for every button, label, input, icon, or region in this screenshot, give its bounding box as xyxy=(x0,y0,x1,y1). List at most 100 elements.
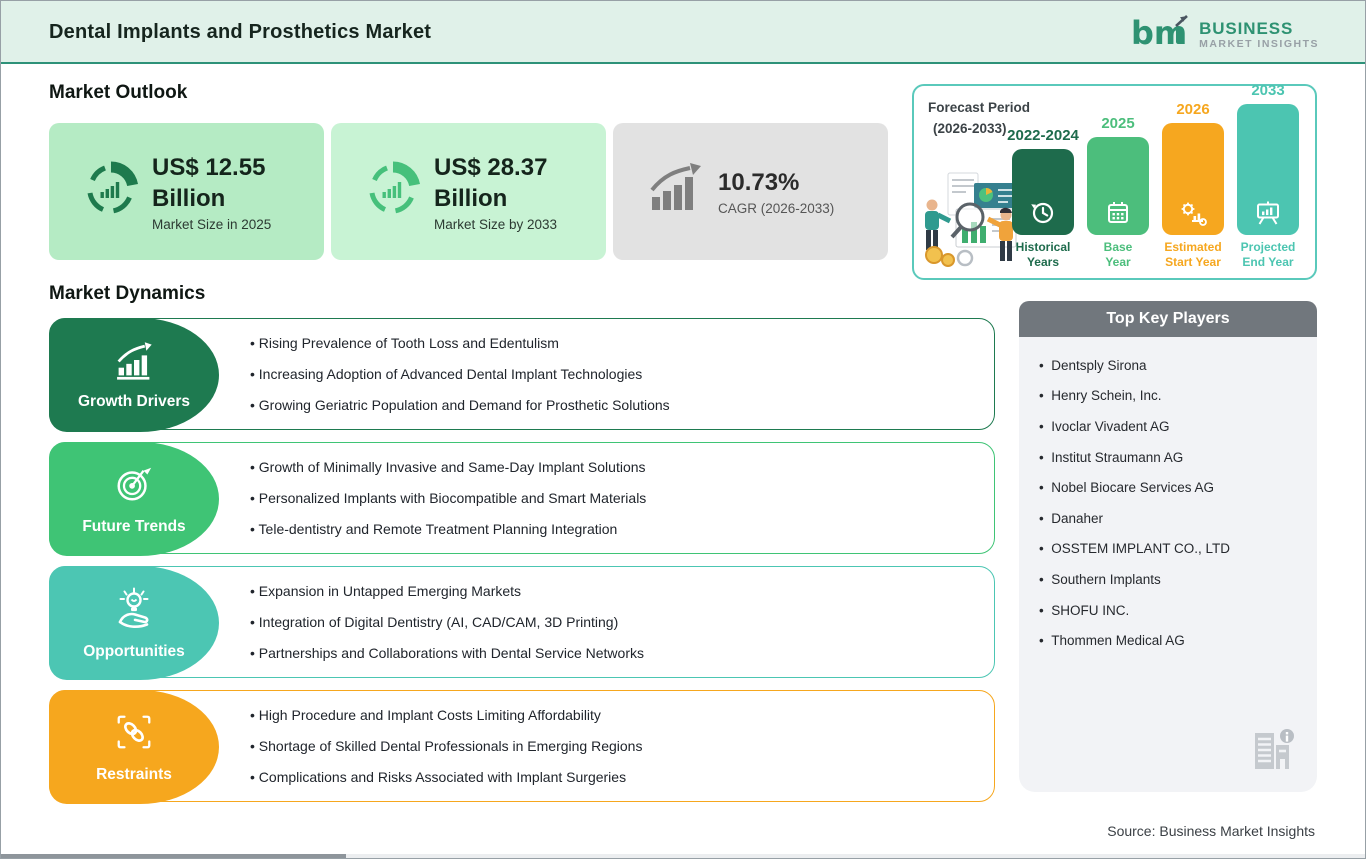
bullet-item: Growth of Minimally Invasive and Same-Da… xyxy=(250,459,646,475)
brand-line1: BUSINESS xyxy=(1199,18,1294,38)
forecast-col-historical: 2022-2024 Historical Years xyxy=(1007,127,1079,270)
stat-value-line2: Billion xyxy=(152,184,226,212)
bullet-item: Complications and Risks Associated with … xyxy=(250,769,642,785)
growth-drivers-label: Growth Drivers xyxy=(78,392,190,410)
key-player-item: Ivoclar Vivadent AG xyxy=(1039,411,1303,442)
forecast-bars: 2022-2024 Historical Years 2025 xyxy=(1007,82,1299,270)
growth-drivers-pill: Growth Drivers xyxy=(49,318,219,432)
analysts-illustration-icon xyxy=(918,167,1030,274)
calendar-icon xyxy=(1108,202,1128,223)
forecast-period-title: Forecast Period (2026-2033) xyxy=(928,98,1030,140)
stat-cards: US$ 12.55 Billion Market Size in 2025 xyxy=(49,123,888,260)
top-key-players-heading: Top Key Players xyxy=(1019,301,1317,337)
forecast-bar-base xyxy=(1087,137,1149,235)
growth-arrow-icon xyxy=(113,340,155,385)
forecast-period-panel: Forecast Period (2026-2033) xyxy=(912,82,1317,280)
forecast-year: 2033 xyxy=(1251,82,1285,99)
opportunities-row: Opportunities Expansion in Untapped Emer… xyxy=(49,566,995,680)
bullet-item: Tele-dentistry and Remote Treatment Plan… xyxy=(250,521,646,537)
stat-card-market-size-2025: US$ 12.55 Billion Market Size in 2025 xyxy=(49,123,324,260)
top-key-players-body: Dentsply Sirona Henry Schein, Inc. Ivocl… xyxy=(1019,337,1317,792)
top-key-players-panel: Top Key Players Dentsply Sirona Henry Sc… xyxy=(1019,301,1317,792)
growth-drivers-bullets: Rising Prevalence of Tooth Loss and Eden… xyxy=(250,335,670,413)
growth-drivers-row: Growth Drivers Rising Prevalence of Toot… xyxy=(49,318,995,432)
key-player-item: Henry Schein, Inc. xyxy=(1039,381,1303,412)
restraints-label: Restraints xyxy=(96,765,172,783)
forecast-year: 2026 xyxy=(1176,101,1210,118)
future-trends-pill: Future Trends xyxy=(49,442,219,556)
future-trends-bullets: Growth of Minimally Invasive and Same-Da… xyxy=(250,459,647,537)
estimate-chart-icon xyxy=(1181,202,1207,226)
forecast-bar-estimated xyxy=(1162,123,1224,235)
chain-link-icon xyxy=(113,711,155,758)
market-dynamics-rows: Growth Drivers Rising Prevalence of Toot… xyxy=(49,318,995,814)
presentation-icon xyxy=(1257,201,1279,225)
bullet-item: High Procedure and Implant Costs Limitin… xyxy=(250,707,642,723)
stat-value-line1: US$ 12.55 xyxy=(152,153,266,181)
scrollbar-thumb[interactable] xyxy=(1,854,346,858)
bmi-logo-icon: bm xyxy=(1130,11,1192,58)
stat-card-text: US$ 12.55 Billion Market Size in 2025 xyxy=(152,152,271,232)
idea-hand-icon xyxy=(112,586,156,635)
key-player-item: Southern Implants xyxy=(1039,564,1303,595)
forecast-col-projected: 2033 Projected End Ye xyxy=(1237,82,1299,270)
key-player-item: SHOFU INC. xyxy=(1039,595,1303,626)
key-player-item: Nobel Biocare Services AG xyxy=(1039,472,1303,503)
key-player-item: OSSTEM IMPLANT CO., LTD xyxy=(1039,534,1303,565)
stat-value-line2: Billion xyxy=(434,184,508,212)
market-outlook-heading: Market Outlook xyxy=(49,82,188,103)
bullet-item: Partnerships and Collaborations with Den… xyxy=(250,645,644,661)
future-trends-row: Future Trends Growth of Minimally Invasi… xyxy=(49,442,995,556)
bullet-item: Integration of Digital Dentistry (AI, CA… xyxy=(250,614,644,630)
bullet-item: Shortage of Skilled Dental Professionals… xyxy=(250,738,643,754)
page-title: Dental Implants and Prosthetics Market xyxy=(49,21,432,43)
forecast-bar-projected xyxy=(1237,104,1299,235)
forecast-year: 2022-2024 xyxy=(1007,127,1079,144)
donut-chart-icon xyxy=(365,161,421,222)
forecast-col-base: 2025 Base Year xyxy=(1087,115,1149,270)
restraints-row: Restraints High Procedure and Implant Co… xyxy=(49,690,995,804)
horizontal-scrollbar[interactable] xyxy=(1,854,1365,858)
forecast-bar-label: Estimated Start Year xyxy=(1164,240,1222,269)
market-dynamics-heading: Market Dynamics xyxy=(49,283,206,304)
stat-card-text: US$ 28.37 Billion Market Size by 2033 xyxy=(434,152,557,232)
restraints-bullets: High Procedure and Implant Costs Limitin… xyxy=(250,707,643,785)
bullet-item: Growing Geriatric Population and Demand … xyxy=(250,397,670,413)
forecast-bar-label: Base Year xyxy=(1103,240,1133,269)
bullet-item: Increasing Adoption of Advanced Dental I… xyxy=(250,366,670,382)
header-bar: Dental Implants and Prosthetics Market b… xyxy=(1,1,1365,64)
stat-caption: CAGR (2026-2033) xyxy=(718,201,835,216)
donut-chart-icon xyxy=(83,161,139,222)
growth-arrow-icon xyxy=(647,163,705,220)
key-player-item: Danaher xyxy=(1039,503,1303,534)
stat-value-line1: US$ 28.37 xyxy=(434,153,548,181)
bullet-item: Expansion in Untapped Emerging Markets xyxy=(250,583,644,599)
opportunities-bullets: Expansion in Untapped Emerging Markets I… xyxy=(250,583,644,661)
company-building-icon xyxy=(1249,723,1297,778)
forecast-title-line2: (2026-2033) xyxy=(933,120,1007,136)
history-clock-icon xyxy=(1031,202,1054,224)
stat-caption: Market Size by 2033 xyxy=(434,216,558,232)
brand-logo: bm BUSINESS MARKET INSIGHTS xyxy=(1130,11,1319,58)
brand-line2: MARKET INSIGHTS xyxy=(1199,38,1319,51)
stat-value: 10.73% xyxy=(718,169,800,196)
target-icon xyxy=(113,463,155,510)
forecast-col-estimated: 2026 Estimated Start Year xyxy=(1162,101,1224,270)
key-player-item: Thommen Medical AG xyxy=(1039,625,1303,656)
forecast-bar-label: Historical Years xyxy=(1015,240,1071,269)
source-attribution: Source: Business Market Insights xyxy=(1107,823,1315,839)
stat-card-text: 10.73% CAGR (2026-2033) xyxy=(718,167,834,216)
stat-card-cagr: 10.73% CAGR (2026-2033) xyxy=(613,123,888,260)
brand-wordmark: BUSINESS MARKET INSIGHTS xyxy=(1199,19,1319,51)
key-players-list: Dentsply Sirona Henry Schein, Inc. Ivocl… xyxy=(1039,350,1303,656)
key-player-item: Dentsply Sirona xyxy=(1039,350,1303,381)
bullet-item: Rising Prevalence of Tooth Loss and Eden… xyxy=(250,335,670,351)
restraints-pill: Restraints xyxy=(49,690,219,804)
bullet-item: Personalized Implants with Biocompatible… xyxy=(250,490,647,506)
future-trends-label: Future Trends xyxy=(82,517,186,535)
forecast-year: 2025 xyxy=(1101,115,1135,132)
forecast-bar-label: Projected End Year xyxy=(1240,240,1296,269)
key-player-item: Institut Straumann AG xyxy=(1039,442,1303,473)
forecast-title-line1: Forecast Period xyxy=(928,100,1031,115)
